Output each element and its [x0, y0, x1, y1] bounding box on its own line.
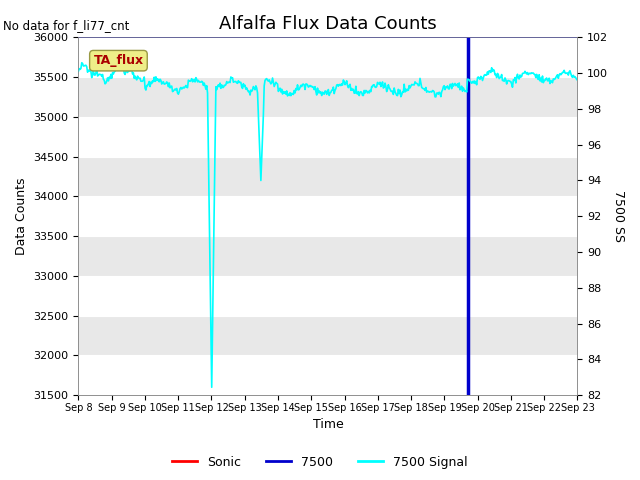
Bar: [79, 196, 577, 236]
Bar: [79, 236, 577, 276]
Bar: [79, 77, 577, 117]
Bar: [79, 37, 577, 77]
Bar: [79, 316, 577, 356]
X-axis label: Time: Time: [312, 419, 343, 432]
Y-axis label: Data Counts: Data Counts: [15, 178, 28, 255]
Title: Alfalfa Flux Data Counts: Alfalfa Flux Data Counts: [219, 15, 437, 33]
Text: TA_flux: TA_flux: [93, 54, 143, 67]
Bar: [79, 356, 577, 395]
Bar: [79, 276, 577, 316]
Bar: [79, 156, 577, 196]
Legend: Sonic, 7500, 7500 Signal: Sonic, 7500, 7500 Signal: [167, 451, 473, 474]
Y-axis label: 7500 SS: 7500 SS: [612, 190, 625, 242]
Bar: [79, 117, 577, 156]
Text: No data for f_li77_cnt: No data for f_li77_cnt: [3, 19, 129, 32]
